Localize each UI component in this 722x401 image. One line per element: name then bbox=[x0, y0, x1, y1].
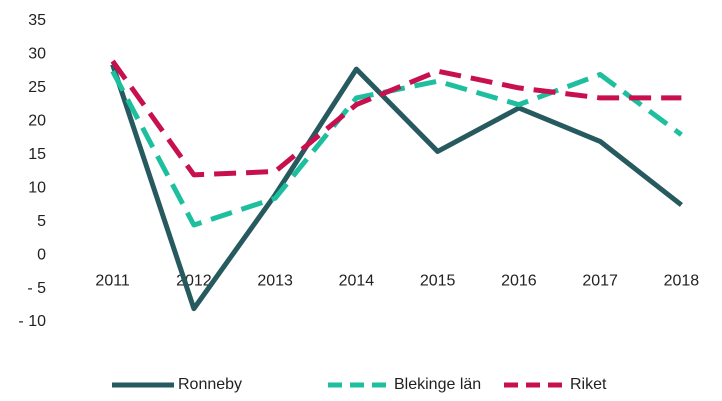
series-line bbox=[110, 69, 683, 228]
x-tick-label: 2018 bbox=[664, 272, 700, 289]
y-tick-label: 30 bbox=[28, 46, 46, 63]
x-tick-label: 2013 bbox=[257, 272, 293, 289]
y-tick-label: 35 bbox=[28, 12, 46, 29]
x-tick-label: 2017 bbox=[582, 272, 618, 289]
y-tick-label: 5 bbox=[37, 213, 46, 230]
y-tick-label: 25 bbox=[28, 79, 46, 96]
x-tick-label: 2014 bbox=[339, 272, 375, 289]
y-tick-label: 0 bbox=[37, 246, 46, 263]
legend-label: Riket bbox=[570, 376, 607, 393]
y-tick-label: 20 bbox=[28, 113, 46, 130]
legend-label: Blekinge län bbox=[394, 376, 481, 393]
x-tick-label: 2015 bbox=[420, 272, 456, 289]
y-tick-label: 10 bbox=[28, 179, 46, 196]
series-line bbox=[110, 63, 683, 312]
y-tick-label: - 5 bbox=[27, 280, 46, 297]
x-tick-label: 2011 bbox=[95, 272, 130, 289]
x-tick-label: 2016 bbox=[501, 272, 537, 289]
y-tick-label: 15 bbox=[28, 146, 46, 163]
series-line bbox=[110, 59, 682, 178]
legend-label: Ronneby bbox=[178, 376, 242, 393]
y-tick-label: - 10 bbox=[18, 313, 46, 330]
